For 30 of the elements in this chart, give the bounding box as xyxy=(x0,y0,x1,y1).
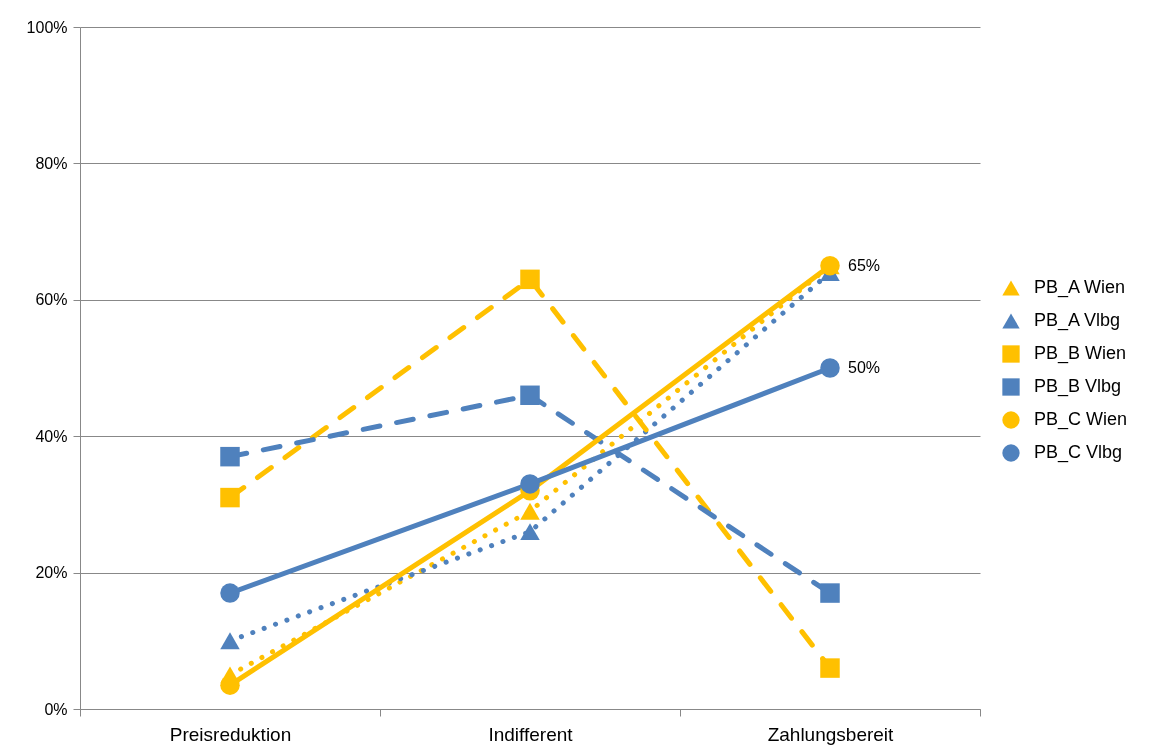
point xyxy=(520,474,540,494)
point xyxy=(220,632,240,650)
y-tick-label: 60% xyxy=(35,291,68,309)
data-label: 50% xyxy=(848,359,881,376)
point xyxy=(820,583,840,603)
point xyxy=(220,487,240,508)
y-tick-label: 80% xyxy=(35,154,68,172)
x-tick-label: Indifferent xyxy=(488,723,574,745)
x-tick-label: Preisreduktion xyxy=(169,723,292,745)
legend-label: PB_C Wien xyxy=(1034,409,1128,430)
legend-label: PB_C Vlbg xyxy=(1034,442,1123,463)
legend-label: PB_A Vlbg xyxy=(1034,310,1121,331)
point xyxy=(820,358,840,378)
point xyxy=(520,269,540,290)
legend-label: PB_B Vlbg xyxy=(1034,376,1122,397)
point xyxy=(520,385,540,406)
y-tick-label: 40% xyxy=(35,427,68,445)
legend-label: PB_B Wien xyxy=(1034,343,1127,364)
point xyxy=(520,502,540,520)
point xyxy=(220,446,240,467)
point xyxy=(820,658,840,678)
legend-label: PB_A Wien xyxy=(1034,277,1126,298)
x-tick-label: Zahlungsbereit xyxy=(767,723,895,745)
y-tick-label: 100% xyxy=(26,18,68,36)
data-label: 65% xyxy=(848,256,881,274)
y-tick-label: 20% xyxy=(35,564,68,582)
point xyxy=(220,583,240,603)
point xyxy=(520,523,540,541)
point xyxy=(220,675,240,695)
y-tick-label: 0% xyxy=(44,700,68,718)
